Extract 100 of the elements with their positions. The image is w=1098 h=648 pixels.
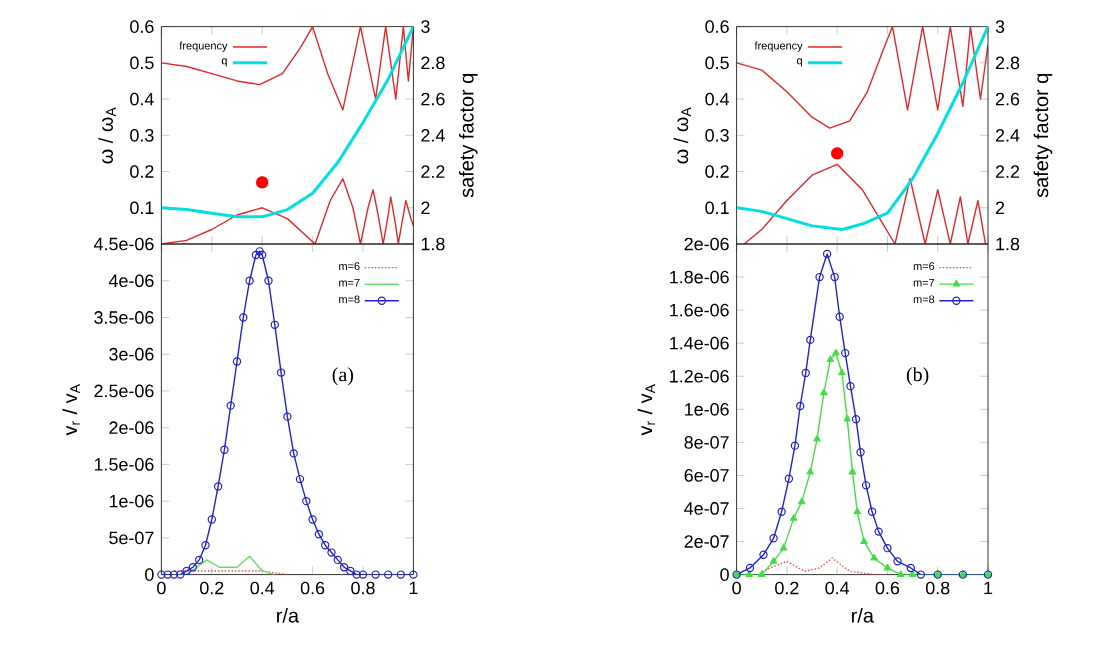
y2-tick-label: 2.8 — [421, 56, 445, 70]
point — [220, 445, 229, 454]
point — [245, 276, 254, 285]
x-axis-title: r/a — [851, 608, 874, 623]
y-tick-label: 8e-07 — [684, 436, 729, 449]
x-tick-label: 0.2 — [200, 581, 224, 595]
point — [841, 348, 850, 358]
point — [333, 555, 342, 565]
point — [790, 441, 800, 450]
y-tick-label: 4e-07 — [684, 502, 729, 515]
x-tick-label: 0.8 — [351, 581, 375, 595]
point — [798, 497, 806, 505]
point — [270, 320, 279, 330]
x-tick-label: 1 — [984, 581, 993, 594]
point — [276, 368, 286, 377]
y-tick-label: 0.6 — [705, 20, 729, 33]
line-series — [743, 163, 987, 244]
point — [815, 272, 824, 282]
y2-tick-label: 2.2 — [995, 165, 1020, 178]
y-tick-label: 1.4e-06 — [670, 336, 729, 350]
y2-tick-label: 2.8 — [995, 56, 1020, 70]
point — [848, 467, 857, 475]
point — [851, 415, 861, 424]
point — [239, 313, 248, 322]
y-tick-label: 0.1 — [130, 201, 154, 215]
y-tick-label: 0.5 — [130, 56, 154, 70]
y-tick-label: 6e-07 — [684, 469, 729, 482]
point — [769, 557, 778, 564]
y-tick-label: 1.8e-06 — [670, 270, 729, 284]
point — [358, 570, 368, 579]
y-tick-label: 4e-06 — [108, 274, 154, 288]
point — [861, 481, 871, 490]
y-tick-label: 2.5e-06 — [94, 384, 154, 398]
y-tick-label: 0.4 — [705, 92, 730, 106]
y2-axis-title: safety factor q — [459, 74, 478, 198]
point — [908, 570, 917, 577]
y-tick-label: 0.4 — [130, 92, 154, 106]
y-tick-label: 0.2 — [130, 165, 154, 178]
point — [308, 515, 317, 524]
point — [806, 467, 814, 475]
point — [339, 563, 349, 572]
x-tick-label: 1 — [409, 581, 418, 594]
annotation: (a) — [332, 367, 354, 386]
point — [830, 272, 839, 282]
y2-axis-title: safety factor q — [1033, 74, 1053, 198]
x-tick-label: 0 — [732, 581, 741, 595]
y-axis-title: ω / ω$_{A}$ — [673, 107, 691, 164]
annotation: (b) — [906, 367, 929, 386]
y-tick-label: 1e-06 — [109, 494, 154, 508]
y-tick-label: 0 — [145, 568, 154, 581]
point — [838, 368, 846, 376]
point — [777, 507, 786, 516]
point — [745, 570, 753, 577]
y-tick-label: 1.5e-06 — [94, 458, 154, 471]
y-tick-label: 0.3 — [130, 128, 154, 142]
point — [769, 534, 778, 543]
x-tick-label: 0 — [157, 581, 166, 595]
x-tick-label: 0.8 — [925, 581, 950, 595]
point — [207, 515, 216, 524]
point — [796, 401, 805, 411]
point — [255, 247, 264, 256]
y-axis-title: v$_{r}$ / v$_{A}$ — [637, 384, 656, 436]
y-tick-label: 2e-07 — [684, 535, 729, 548]
point — [321, 541, 330, 550]
point — [874, 527, 883, 536]
point — [201, 541, 210, 550]
x-tick-label: 0.2 — [775, 581, 799, 595]
y-tick-label: 5e-07 — [109, 531, 154, 545]
point — [176, 570, 185, 579]
y-tick-label: 0.5 — [705, 56, 729, 70]
point — [169, 570, 179, 579]
point — [893, 557, 902, 566]
y-tick-label: 3e-06 — [109, 347, 154, 361]
x-tick-label: 0.4 — [250, 581, 275, 595]
point — [883, 543, 892, 553]
x-tick-label: 0.6 — [300, 581, 325, 595]
point — [801, 368, 810, 378]
point — [779, 543, 788, 551]
point — [384, 570, 393, 579]
point — [295, 474, 305, 484]
point — [860, 537, 868, 544]
y2-tick-label: 2.4 — [421, 129, 445, 142]
x-axis-title: r/a — [277, 608, 300, 623]
y-tick-label: 0 — [720, 568, 729, 581]
point — [822, 249, 832, 259]
point — [258, 250, 267, 260]
y2-tick-label: 1.8 — [996, 237, 1020, 251]
point — [226, 401, 235, 410]
point — [188, 563, 198, 572]
point — [867, 507, 877, 516]
y2-tick-label: 2.4 — [995, 129, 1020, 142]
y-tick-label: 1e-06 — [685, 402, 729, 416]
point — [396, 570, 405, 579]
point — [813, 434, 821, 442]
point — [784, 474, 794, 483]
point — [826, 355, 835, 363]
point — [759, 550, 768, 559]
point — [906, 563, 916, 573]
point — [806, 335, 815, 345]
y2-tick-label: 2.6 — [421, 92, 445, 106]
